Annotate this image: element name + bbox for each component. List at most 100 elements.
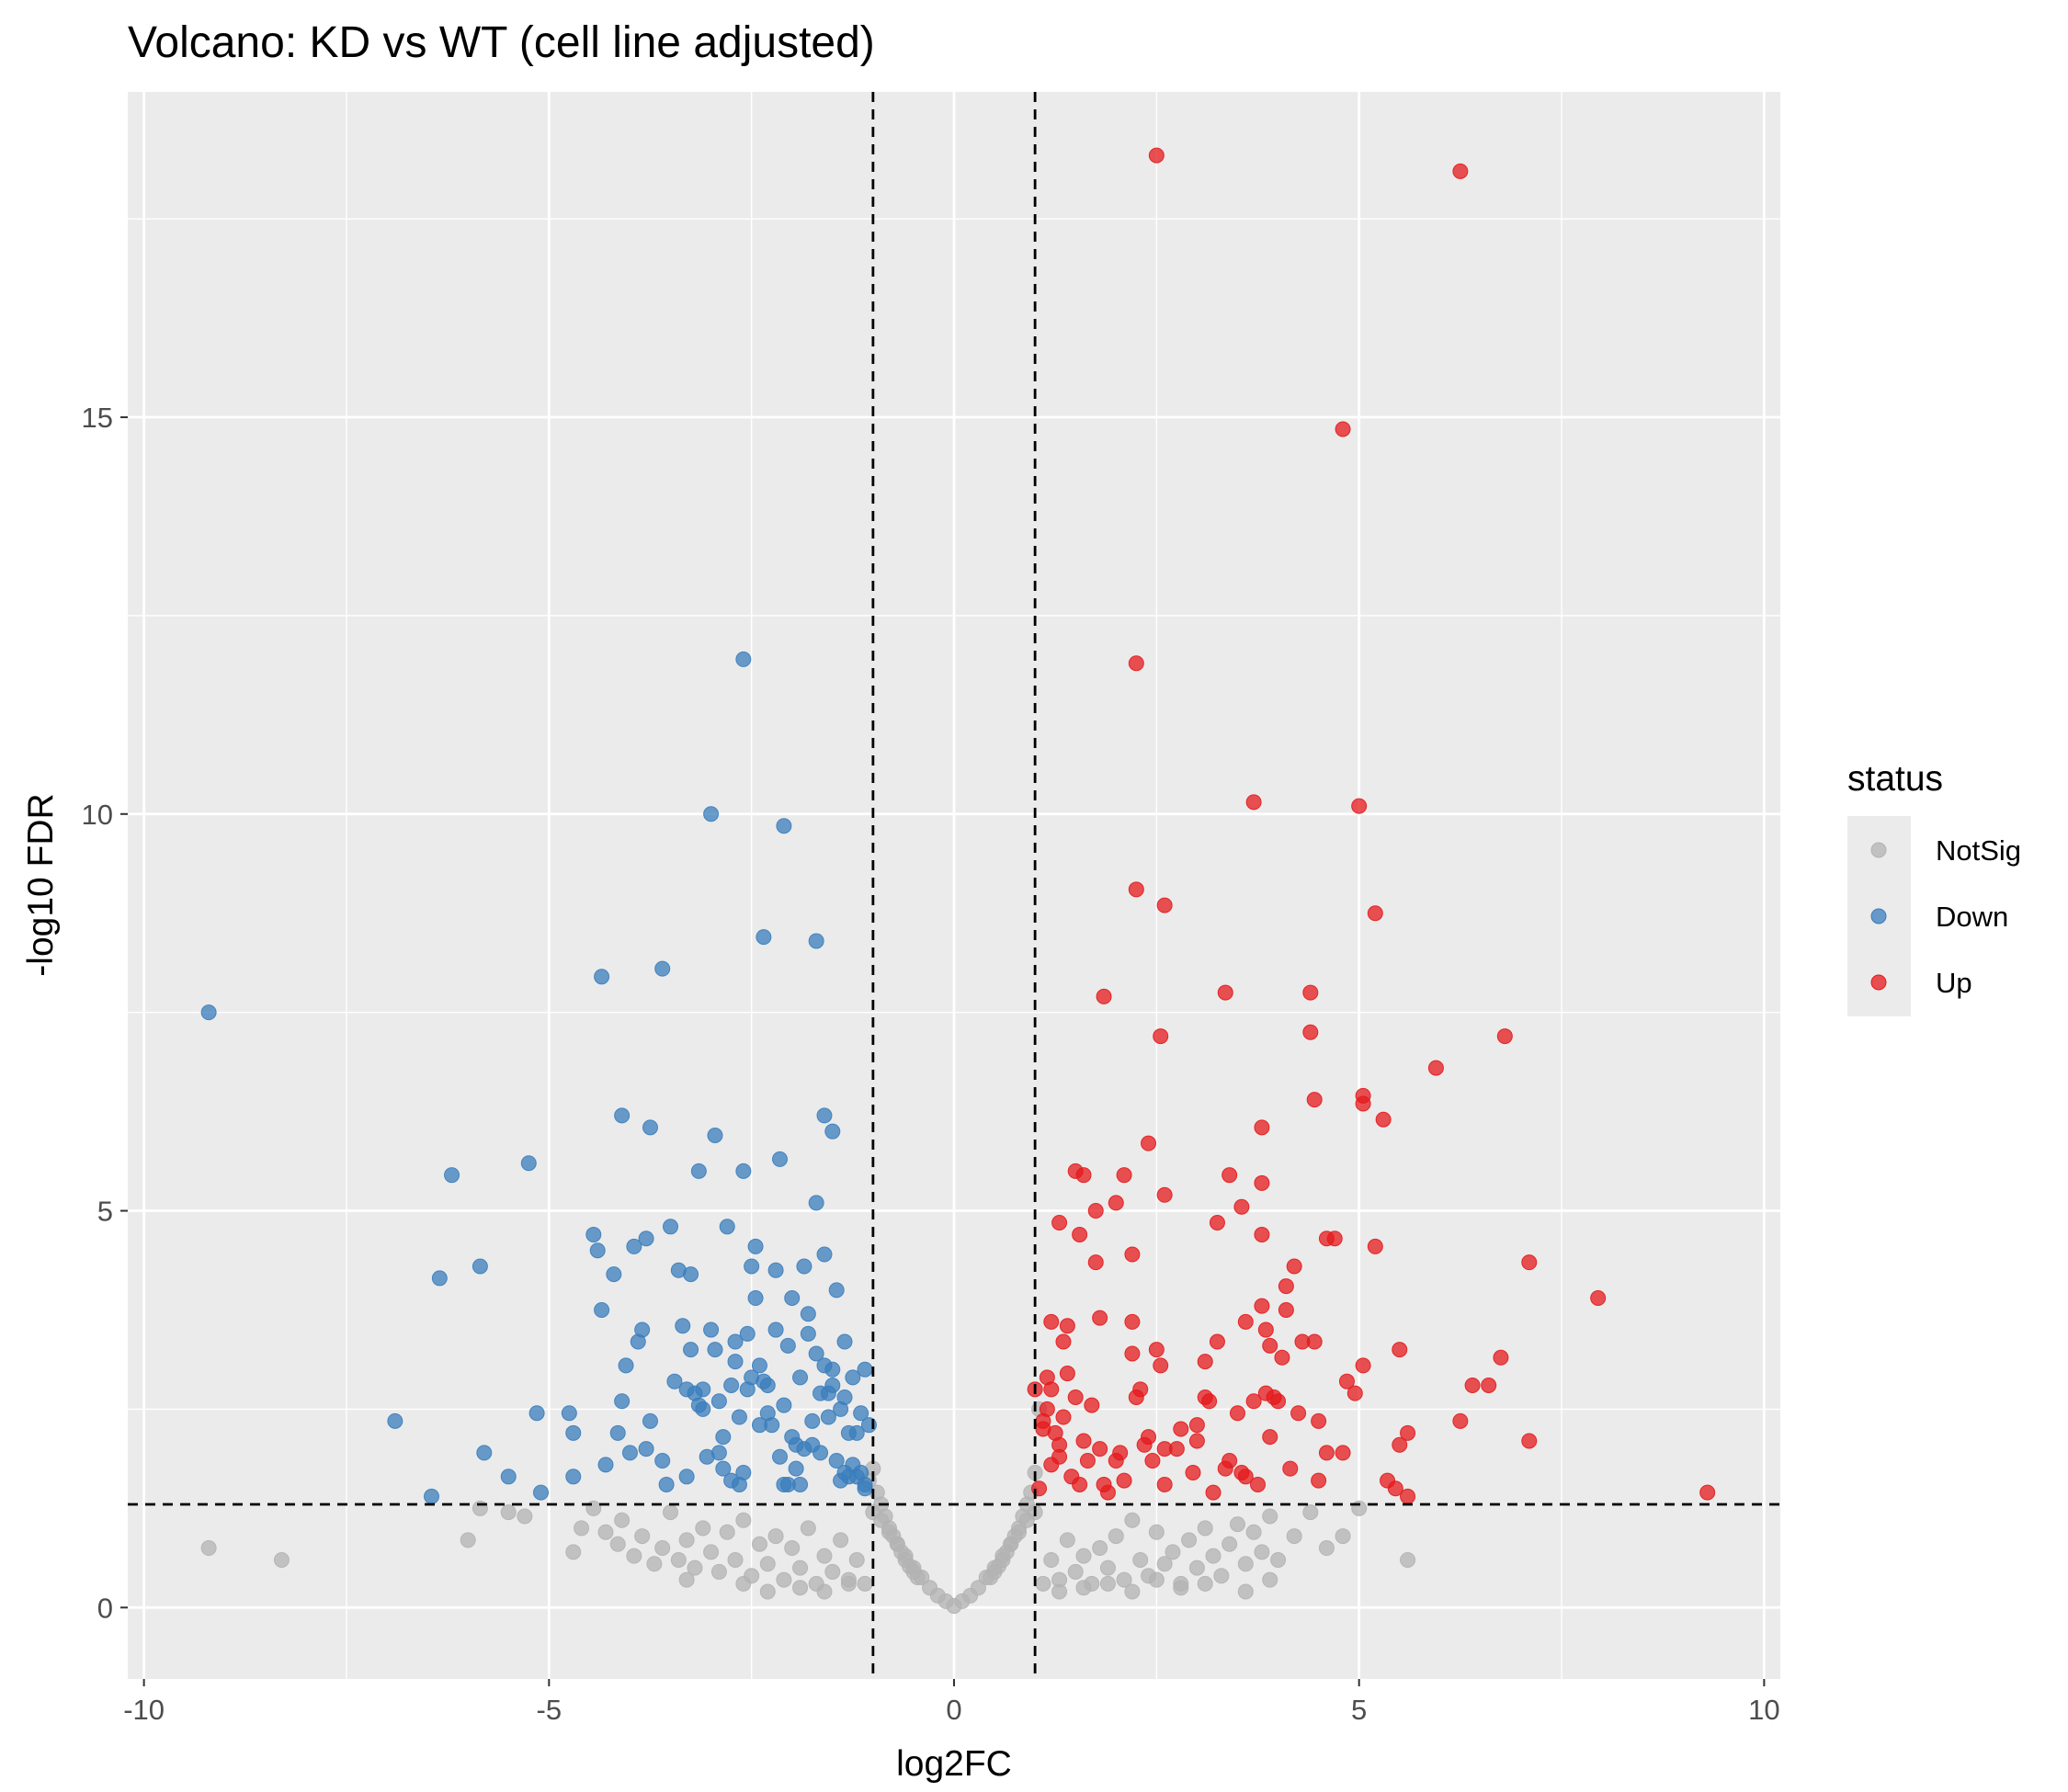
point-up (1355, 1095, 1371, 1112)
point-down (561, 1405, 577, 1422)
point-notsig (1108, 1528, 1124, 1545)
point-up (1302, 984, 1319, 1001)
point-down (675, 1318, 691, 1334)
point-down (719, 1219, 735, 1235)
point-notsig (1067, 1563, 1084, 1580)
point-down (800, 1306, 816, 1322)
point-up (1318, 1231, 1335, 1247)
point-notsig (200, 1540, 217, 1557)
point-down (200, 1004, 217, 1021)
point-down (585, 1226, 602, 1242)
point-down (812, 1385, 829, 1401)
point-down (618, 1357, 634, 1374)
point-notsig (1075, 1580, 1092, 1596)
legend-items: NotSig Down Up (1870, 834, 2021, 999)
point-up (1245, 794, 1262, 811)
point-down (857, 1480, 873, 1497)
point-notsig (1254, 1544, 1270, 1560)
point-notsig (1197, 1520, 1213, 1537)
point-down (606, 1266, 622, 1283)
point-down (476, 1445, 493, 1461)
point-up (1282, 1460, 1299, 1477)
point-down (776, 818, 792, 834)
x-axis-title: log2FC (896, 1744, 1012, 1784)
point-up (1156, 897, 1173, 913)
x-tick-label: 5 (1351, 1694, 1367, 1726)
point-notsig (1124, 1583, 1141, 1600)
point-down (848, 1424, 865, 1441)
point-down (703, 806, 720, 822)
point-up (1306, 1092, 1323, 1108)
point-up (1254, 1226, 1270, 1242)
point-up (1452, 1412, 1469, 1429)
point-down (784, 1290, 801, 1307)
point-up (1338, 1373, 1355, 1389)
point-down (779, 1337, 796, 1354)
point-up (1286, 1258, 1302, 1275)
point-down (739, 1381, 756, 1398)
point-up (1318, 1445, 1335, 1461)
point-notsig (663, 1504, 679, 1521)
point-down (727, 1354, 744, 1370)
point-up (1355, 1357, 1371, 1374)
point-down (565, 1469, 582, 1485)
point-down (808, 933, 824, 949)
point-up (1124, 1345, 1141, 1362)
point-down (776, 1397, 792, 1413)
point-down (857, 1361, 873, 1378)
point-notsig (1099, 1575, 1116, 1592)
point-up (1092, 1310, 1108, 1326)
point-notsig (1229, 1516, 1245, 1533)
point-down (796, 1258, 812, 1275)
y-tick-label: 0 (97, 1592, 113, 1624)
point-notsig (634, 1528, 651, 1545)
point-up (1148, 147, 1165, 164)
point-down (642, 1412, 658, 1429)
point-up (1521, 1433, 1538, 1449)
point-up (1141, 1135, 1157, 1151)
point-notsig (735, 1575, 752, 1592)
point-down (824, 1378, 841, 1394)
point-down (683, 1266, 699, 1283)
legend-label-notsig: NotSig (1936, 834, 2021, 867)
point-notsig (840, 1575, 857, 1592)
point-down (747, 1238, 764, 1254)
point-down (715, 1429, 732, 1446)
point-down (654, 960, 671, 977)
point-up (1156, 1186, 1173, 1203)
point-up (1254, 1119, 1270, 1136)
point-notsig (597, 1524, 614, 1540)
point-up (1197, 1389, 1213, 1405)
point-notsig (1197, 1575, 1213, 1592)
point-notsig (1099, 1559, 1116, 1576)
point-down (707, 1342, 723, 1358)
point-up (1051, 1214, 1068, 1231)
point-up (1153, 1357, 1169, 1374)
point-down (431, 1270, 448, 1287)
point-notsig (1124, 1512, 1141, 1528)
point-notsig (710, 1563, 727, 1580)
point-notsig (784, 1540, 801, 1557)
chart-title: Volcano: KD vs WT (cell line adjusted) (128, 18, 875, 67)
points-layer (200, 147, 1716, 1615)
point-down (424, 1488, 440, 1504)
point-down (703, 1321, 720, 1338)
point-down (690, 1397, 707, 1413)
point-down (845, 1369, 861, 1386)
x-tick-label: 0 (946, 1694, 961, 1726)
point-notsig (1035, 1575, 1051, 1592)
point-up (1072, 1226, 1088, 1242)
point-down (808, 1195, 824, 1211)
point-notsig (1262, 1508, 1278, 1525)
point-notsig (565, 1544, 582, 1560)
point-down (731, 1476, 747, 1492)
point-down (638, 1441, 654, 1457)
point-down (735, 651, 752, 667)
point-up (1075, 1167, 1092, 1184)
point-down (642, 1119, 658, 1136)
point-up (1148, 1342, 1165, 1358)
point-down (589, 1242, 606, 1259)
point-notsig (800, 1520, 816, 1537)
point-notsig (735, 1512, 752, 1528)
point-down (816, 1246, 833, 1263)
